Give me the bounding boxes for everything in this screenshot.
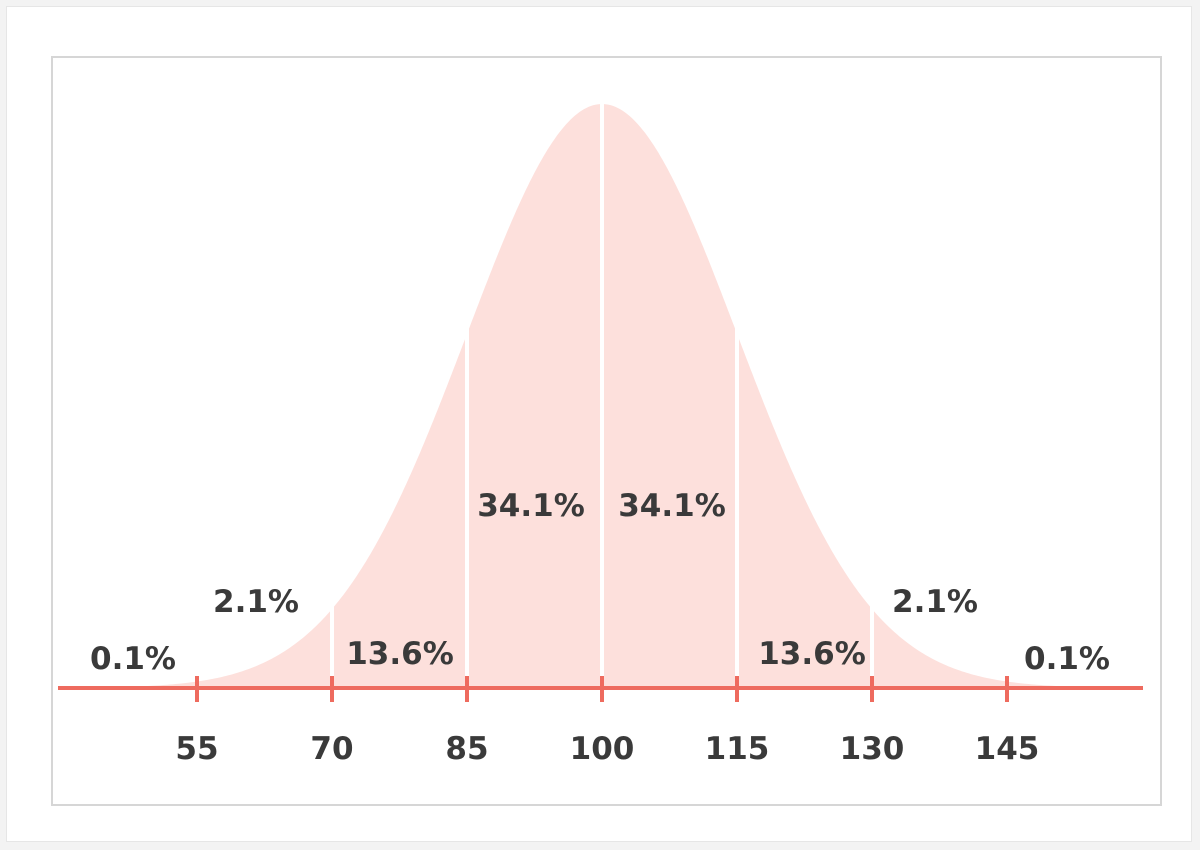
segment-label-6: 13.6% — [758, 636, 866, 672]
segment-label-3: 13.6% — [346, 636, 454, 672]
x-tick-label-55: 55 — [175, 731, 218, 767]
segment-label-5: 34.1% — [618, 488, 726, 524]
label-layer: 55 70 85 100 115 130 145 0.1% 2.1% 13.6% 34.1% 34.1… — [90, 488, 1110, 767]
segment-label-7: 2.1% — [892, 584, 978, 620]
x-tick-label-85: 85 — [445, 731, 488, 767]
x-tick-label-70: 70 — [310, 731, 353, 767]
divider-layer — [195, 96, 1009, 688]
segment-label-4: 34.1% — [477, 488, 585, 524]
x-tick-label-100: 100 — [570, 731, 635, 767]
segment-label-2: 2.1% — [213, 584, 299, 620]
x-tick-label-145: 145 — [975, 731, 1040, 767]
segment-label-1: 0.1% — [90, 641, 176, 677]
x-tick-label-130: 130 — [840, 731, 905, 767]
x-tick-label-115: 115 — [705, 731, 770, 767]
axis-layer — [58, 676, 1143, 702]
segment-label-8: 0.1% — [1024, 641, 1110, 677]
